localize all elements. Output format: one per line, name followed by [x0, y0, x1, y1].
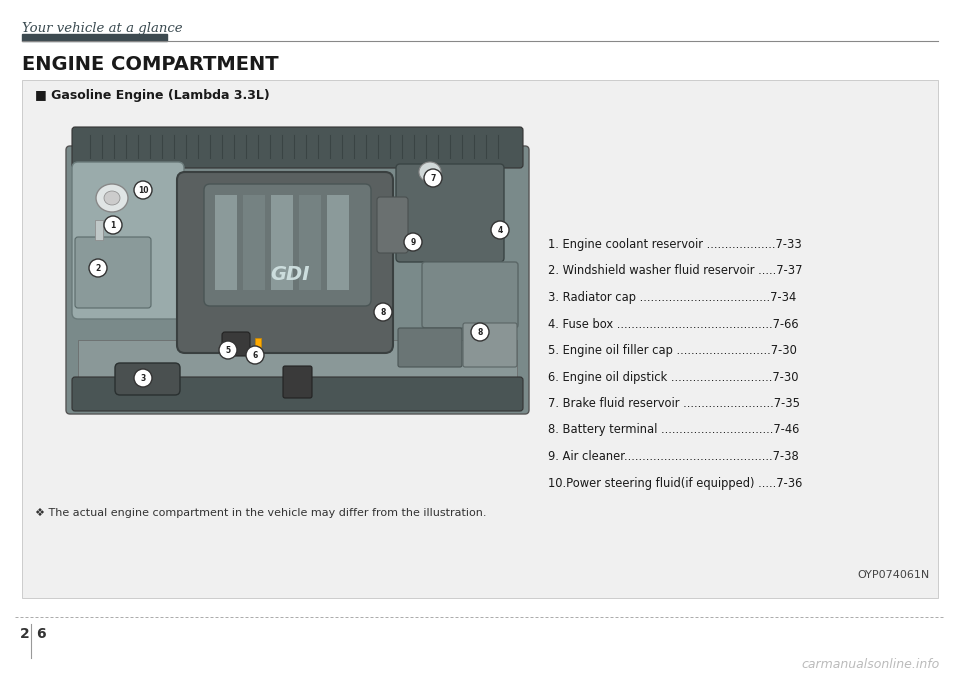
FancyBboxPatch shape	[422, 262, 518, 328]
Text: 2: 2	[95, 264, 101, 273]
Text: GDI: GDI	[271, 265, 310, 285]
FancyBboxPatch shape	[75, 237, 151, 308]
Circle shape	[134, 181, 152, 199]
FancyBboxPatch shape	[115, 363, 180, 395]
Text: 3. Radiator cap ....................................7-34: 3. Radiator cap ........................…	[548, 291, 796, 304]
Text: 5. Engine oil filler cap ..........................7-30: 5. Engine oil filler cap ...............…	[548, 344, 797, 357]
Text: 3: 3	[140, 374, 146, 383]
Text: 4: 4	[497, 226, 503, 235]
Text: 9. Air cleaner.........................................7-38: 9. Air cleaner..........................…	[548, 450, 799, 463]
Text: OYP074061N: OYP074061N	[857, 570, 930, 580]
Circle shape	[491, 221, 509, 239]
Text: 8: 8	[477, 328, 483, 337]
FancyBboxPatch shape	[377, 197, 408, 253]
Ellipse shape	[104, 191, 120, 205]
Text: 7: 7	[430, 174, 436, 183]
Text: 1: 1	[110, 221, 115, 230]
FancyBboxPatch shape	[283, 366, 312, 398]
FancyBboxPatch shape	[204, 184, 371, 306]
Text: Your vehicle at a glance: Your vehicle at a glance	[22, 22, 182, 35]
Text: ENGINE COMPARTMENT: ENGINE COMPARTMENT	[22, 55, 278, 74]
FancyBboxPatch shape	[72, 377, 523, 411]
Bar	[327, 195, 349, 290]
Text: 7. Brake fluid reservoir .........................7-35: 7. Brake fluid reservoir ...............…	[548, 397, 800, 410]
Ellipse shape	[419, 162, 441, 182]
FancyBboxPatch shape	[177, 172, 393, 353]
Circle shape	[246, 346, 264, 364]
FancyBboxPatch shape	[72, 162, 184, 319]
Text: carmanualsonline.info: carmanualsonline.info	[802, 658, 940, 671]
Circle shape	[374, 303, 392, 321]
Bar	[22, 34, 167, 41]
Circle shape	[104, 216, 122, 234]
Bar	[215, 195, 237, 290]
Text: 5: 5	[226, 346, 230, 355]
FancyBboxPatch shape	[396, 164, 504, 262]
FancyBboxPatch shape	[398, 328, 462, 367]
Text: ❖ The actual engine compartment in the vehicle may differ from the illustration.: ❖ The actual engine compartment in the v…	[35, 508, 487, 518]
FancyBboxPatch shape	[463, 323, 517, 367]
Text: ■ Gasoline Engine (Lambda 3.3L): ■ Gasoline Engine (Lambda 3.3L)	[35, 89, 270, 102]
Text: 4. Fuse box ...........................................7-66: 4. Fuse box ............................…	[548, 318, 799, 331]
Bar	[22, 80, 938, 598]
Text: 10: 10	[137, 186, 148, 195]
Bar	[78, 340, 517, 405]
Text: 9: 9	[410, 238, 416, 247]
Bar	[271, 195, 293, 290]
Text: 6: 6	[252, 351, 257, 360]
FancyBboxPatch shape	[66, 146, 529, 414]
Circle shape	[219, 341, 237, 359]
Circle shape	[89, 259, 107, 277]
FancyBboxPatch shape	[222, 332, 250, 356]
Bar	[255, 338, 261, 358]
Text: 1. Engine coolant reservoir ...................7-33: 1. Engine coolant reservoir ............…	[548, 238, 802, 251]
Text: 8: 8	[380, 308, 386, 317]
Circle shape	[134, 369, 152, 387]
Ellipse shape	[96, 184, 128, 212]
Text: 2. Windshield washer fluid reservoir .....7-37: 2. Windshield washer fluid reservoir ...…	[548, 265, 803, 278]
Text: 10.Power steering fluid(if equipped) .....7-36: 10.Power steering fluid(if equipped) ...…	[548, 477, 803, 489]
FancyBboxPatch shape	[72, 127, 523, 168]
Bar	[243, 195, 265, 290]
Text: 6. Engine oil dipstick ............................7-30: 6. Engine oil dipstick .................…	[548, 371, 799, 384]
Circle shape	[471, 323, 489, 341]
Bar	[95, 220, 103, 240]
Text: 2: 2	[20, 627, 30, 641]
Circle shape	[404, 233, 422, 251]
Text: 8. Battery terminal ...............................7-46: 8. Battery terminal ....................…	[548, 424, 800, 437]
Bar	[299, 195, 321, 290]
Text: 6: 6	[36, 627, 46, 641]
Circle shape	[424, 169, 442, 187]
